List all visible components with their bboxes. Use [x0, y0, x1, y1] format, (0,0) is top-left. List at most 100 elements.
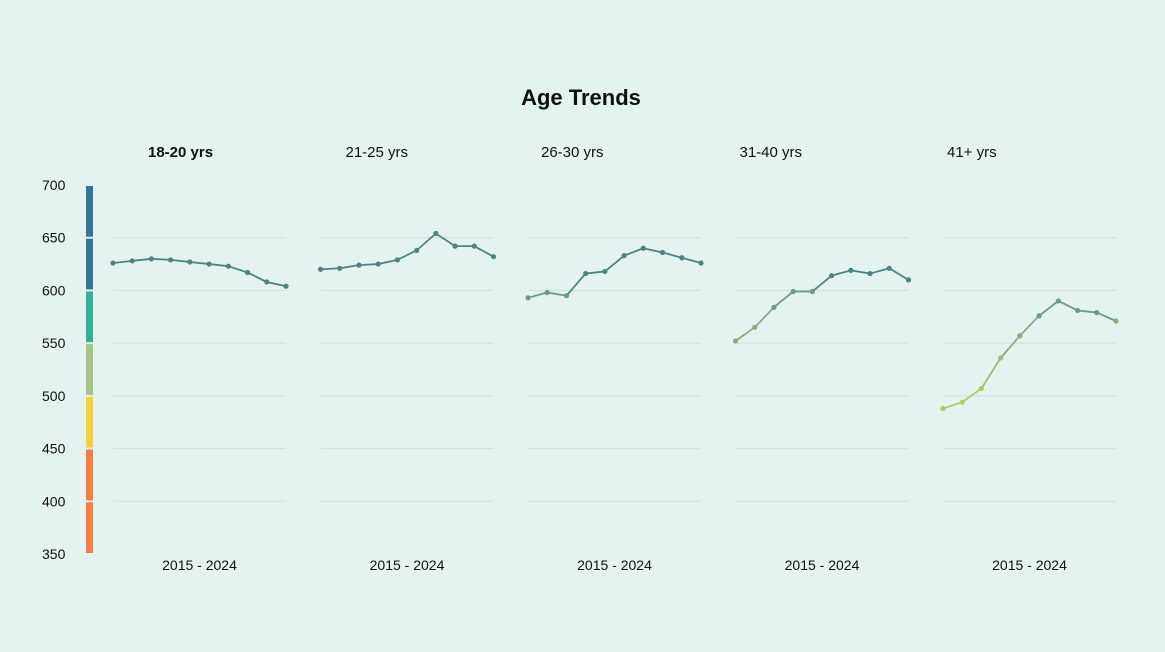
data-point [525, 295, 531, 301]
data-point [940, 405, 946, 412]
x-axis-label: 2015 - 2024 [992, 557, 1067, 573]
data-point [998, 355, 1004, 361]
panel-title: 21-25 yrs [346, 144, 409, 161]
series-segment [584, 270, 606, 275]
series-segment [980, 357, 1002, 390]
y-tick-label: 500 [42, 388, 66, 404]
scale-band [86, 238, 93, 290]
panel-21-25-yrs: 21-25 yrs 2015 - 2024 [317, 144, 497, 573]
data-point [129, 258, 135, 264]
panel-title: 31-40 yrs [740, 144, 803, 161]
data-point [206, 261, 212, 267]
data-point [337, 265, 343, 271]
x-axis-label: 2015 - 2024 [785, 557, 860, 573]
series-segment [546, 291, 568, 297]
series-segment [169, 258, 191, 263]
data-point [1113, 318, 1119, 324]
scale-band [86, 396, 93, 448]
data-point [809, 288, 815, 295]
series-segment [527, 291, 549, 299]
series-segment [811, 274, 833, 293]
data-point [602, 268, 608, 275]
series-segment [150, 257, 172, 261]
data-point [1074, 307, 1081, 314]
series-segment [942, 401, 964, 410]
panel-31-40-yrs: 31-40 yrs 2015 - 2024 [732, 144, 912, 573]
chart-title: Age Trends [521, 85, 641, 110]
data-point [471, 243, 477, 249]
data-point [490, 254, 497, 260]
data-point [394, 257, 400, 263]
scale-band [86, 502, 93, 553]
series-segment [358, 263, 380, 267]
series-segment [265, 281, 287, 288]
series-segment [112, 260, 134, 264]
series-segment [888, 267, 910, 281]
y-tick-label: 550 [42, 335, 66, 351]
data-point [187, 259, 193, 265]
series-segment [1018, 314, 1041, 337]
series-segment [473, 245, 495, 258]
series-segment [830, 269, 852, 277]
data-point [959, 399, 965, 405]
series-segment [773, 290, 795, 309]
series-segment [1076, 309, 1098, 314]
data-point [1055, 298, 1061, 304]
data-point [698, 260, 704, 266]
series-segment [1057, 300, 1079, 312]
data-point [225, 263, 231, 269]
series-segment [319, 267, 341, 271]
series-segment [1038, 300, 1060, 317]
series-segment [603, 254, 626, 273]
y-tick-label: 350 [42, 546, 66, 562]
panel-title: 41+ yrs [947, 144, 997, 161]
data-point [679, 255, 685, 261]
data-point [244, 269, 251, 276]
series-segment [208, 263, 230, 268]
data-point [732, 338, 739, 344]
series-segment [869, 267, 891, 275]
series-segment [246, 271, 268, 283]
data-point [148, 256, 155, 262]
series-segment [565, 272, 587, 297]
y-tick-label: 700 [42, 177, 66, 193]
data-point [544, 289, 550, 296]
data-point [433, 230, 439, 237]
data-point [771, 304, 777, 310]
data-point [978, 385, 985, 392]
data-point [659, 249, 666, 256]
data-point [790, 288, 796, 295]
y-tick-label: 450 [42, 441, 66, 457]
data-point [264, 279, 270, 285]
scale-band [86, 449, 93, 501]
series-segment [396, 249, 418, 261]
series-segment [415, 232, 437, 252]
x-axis-label: 2015 - 2024 [162, 557, 237, 573]
scale-band [86, 344, 93, 395]
series-segment [338, 264, 360, 270]
series-segment [434, 232, 456, 248]
series-segment [680, 256, 702, 264]
series-segment [734, 326, 756, 342]
series-segment [131, 257, 153, 262]
data-point [848, 267, 854, 273]
data-point [640, 245, 646, 251]
x-axis-label: 2015 - 2024 [370, 557, 445, 573]
data-point [886, 265, 892, 271]
data-point [375, 261, 381, 267]
series-segment [661, 251, 683, 259]
data-point [110, 260, 116, 266]
series-segment [1095, 311, 1117, 322]
scale-band [86, 291, 93, 343]
y-tick-label: 400 [42, 493, 66, 509]
data-point [867, 270, 873, 277]
series-segment [753, 306, 775, 329]
data-point [621, 253, 627, 259]
scale-band [86, 186, 93, 237]
data-point [452, 243, 458, 249]
panel-title: 26-30 yrs [541, 144, 604, 161]
data-point [317, 266, 324, 272]
series-segment [849, 269, 871, 275]
data-point [1036, 313, 1042, 319]
